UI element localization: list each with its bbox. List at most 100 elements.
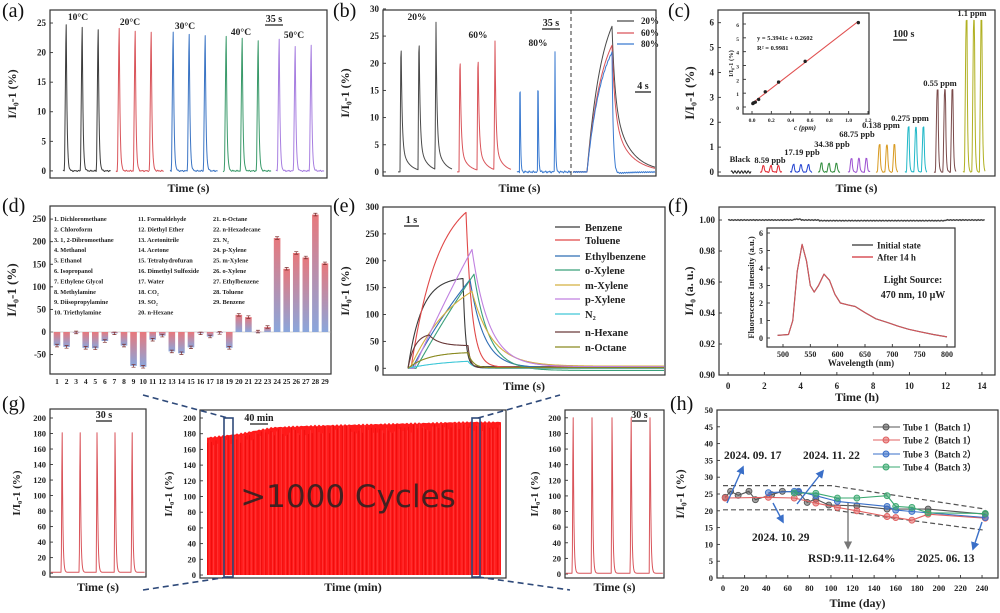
b-trace-1 (456, 40, 512, 173)
h-annotation-arrow (772, 502, 784, 524)
e-ytick-label: 250 (366, 229, 380, 239)
d-xtick-label: 3 (74, 377, 78, 386)
h-xtick-label: 240 (976, 583, 989, 593)
c-inset-ytick-label: 1 (736, 92, 739, 98)
d-xtick-label: 27 (302, 377, 310, 386)
g-main-ytick-label: 180 (183, 429, 196, 439)
d-legend-item: 22. n-Hexadecane (213, 226, 261, 233)
d-xtick-label: 8 (122, 377, 126, 386)
d-error-bar (121, 343, 126, 348)
d-legend-item: 26. o-Xylene (213, 268, 246, 275)
b-series-label: 80% (529, 39, 548, 49)
d-bar (82, 332, 90, 348)
b-trace-0 (397, 21, 453, 173)
f-inset-annotation: Light Source: (884, 275, 942, 286)
d-ytick-label: 200 (33, 237, 47, 247)
g-left-ylabel: I/I₀-1 (%) (11, 470, 23, 515)
a-trace-3 (222, 35, 272, 173)
h-ytick-label: 10 (705, 539, 714, 549)
d-error-bar (160, 333, 165, 338)
c-inset-point (803, 59, 807, 64)
d-xtick-label: 6 (103, 377, 107, 386)
h-point (908, 516, 916, 524)
e-legend-label: n-Hexane (585, 328, 629, 339)
c-scale-bar-label: 100 s (893, 29, 915, 40)
d-bar (302, 257, 310, 332)
d-legend-item: 28. Toluene (213, 289, 244, 296)
c-ylabel: I/I₀-1 (%) (682, 66, 697, 119)
d-error-bar (83, 346, 88, 350)
d-legend-item: 23. N₂ (213, 237, 229, 244)
h-point (981, 510, 989, 517)
h-point (745, 487, 753, 495)
d-xtick-label: 14 (178, 377, 186, 386)
d-xtick-label: 17 (206, 377, 214, 386)
d-bar (235, 314, 243, 332)
d-ylabel: I/I₀-1 (%) (4, 263, 19, 316)
c-inset-ytick-label: 6 (736, 23, 739, 29)
d-legend-item: 10. Triethylamine (54, 310, 102, 317)
d-bar (91, 332, 99, 349)
c-inset-ytick-label: 2 (736, 78, 739, 84)
f-ytick-label: 0.92 (699, 339, 715, 349)
c-inset-xtick-label: 0.2 (768, 118, 775, 124)
c-series-label: 0.55 ppm (923, 78, 957, 88)
d-error-bar (102, 339, 107, 343)
e-legend-label: p-Xylene (585, 295, 626, 306)
a-series-label: 30°C (175, 21, 195, 32)
h-xtick-label: 80 (805, 583, 814, 593)
h-point (853, 494, 861, 502)
c-trace-4 (847, 157, 871, 173)
b-ytick-label: 10 (370, 113, 380, 123)
h-xtick-label: 160 (889, 583, 902, 593)
g-right-ytick-label: 20 (553, 553, 562, 563)
a-ytick-label: 10 (37, 107, 47, 117)
h-point (883, 502, 891, 510)
d-xtick-label: 28 (312, 377, 320, 386)
g-main-ytick-label: 140 (183, 460, 196, 470)
d-bar (245, 317, 252, 332)
h-bound-lower (723, 509, 986, 531)
b-ytick-label: 20 (370, 58, 380, 68)
h-xtick-label: 200 (932, 583, 945, 593)
panel-label: (c) (668, 0, 690, 22)
e-trace-6 (407, 360, 665, 369)
c-xlabel: Time (s) (835, 181, 877, 195)
d-legend-item: 8. Methylamine (54, 289, 96, 296)
h-xlabel: Time (day) (829, 596, 885, 610)
d-legend-item: 9. Diisopropylamine (54, 299, 108, 306)
e-trace-2 (407, 279, 665, 369)
b-series-label: 60% (469, 31, 488, 41)
h-annotation-arrow (971, 521, 983, 551)
h-point (833, 494, 841, 502)
e-ytick-label: 200 (366, 256, 380, 266)
g-left-ytick-label: 60 (38, 522, 47, 532)
c-trace-8 (962, 19, 986, 173)
c-series-label: 17.19 ppb (784, 147, 820, 157)
f-inset-ytick-label: 4 (759, 264, 763, 273)
g-main-ytick-label: 80 (188, 507, 197, 517)
d-error-bar (275, 236, 280, 240)
e-legend-label: Benzene (585, 223, 623, 234)
a-scale-bar-label: 35 s (266, 14, 283, 25)
d-bar (187, 332, 195, 348)
d-legend-item: 2. Chloroform (54, 226, 93, 233)
g-right-ylabel: I/I₀-1 (%) (529, 471, 541, 516)
d-error-bar (236, 313, 241, 317)
b-plot-frame (382, 9, 657, 177)
g-main-ylabel: I/I₀-1 (%) (163, 471, 175, 516)
c-inset-point (856, 20, 861, 25)
f-ytick-label: 0.96 (699, 277, 715, 287)
f-xlabel: Time (h) (835, 390, 879, 404)
g-main-ytick-label: 120 (183, 476, 196, 486)
b-series-label: 20% (408, 13, 427, 23)
h-xtick-label: 140 (868, 583, 881, 593)
g-right-ytick-label: 80 (553, 507, 562, 517)
g-right-ytick-label: 100 (548, 491, 561, 501)
d-xtick-label: 21 (245, 377, 253, 386)
g-left-ytick-label: 140 (33, 460, 46, 470)
h-point (892, 514, 900, 521)
d-legend-item: 20. n-Hexane (138, 310, 174, 317)
d-xtick-label: 1 (55, 377, 59, 386)
a-series-label: 40°C (231, 27, 251, 38)
